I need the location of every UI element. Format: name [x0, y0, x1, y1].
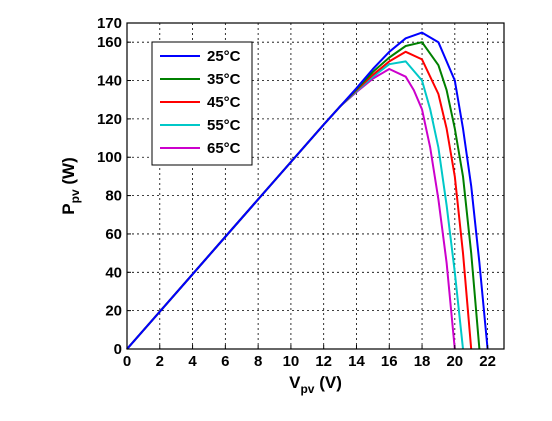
plot-area-frame: [126, 22, 505, 350]
y-tick-label: 80: [105, 188, 122, 205]
legend-box: [151, 41, 253, 166]
y-tick-label: 0: [114, 341, 122, 358]
y-tick-label: 120: [97, 111, 122, 128]
plot-lines: [126, 31, 489, 350]
legend-label: 35°C: [207, 71, 241, 88]
x-tick-label: 12: [315, 353, 332, 370]
y-axis-label-main: P: [59, 203, 78, 214]
x-tick-label: 22: [479, 353, 496, 370]
legend: 25°C 35°C 45°C 55°C 65°C: [151, 41, 253, 166]
axis-ticks: 0 2 4 6 8 10 12 14 16 18 20 22 0 20 40 60 80 100 120 140 160…: [97, 15, 496, 370]
x-tick-label: 16: [381, 353, 398, 370]
legend-label: 45°C: [207, 94, 241, 111]
y-tick-label: 60: [105, 226, 122, 243]
y-tick-label: 170: [97, 15, 122, 32]
y-tick-label: 40: [105, 264, 122, 281]
y-tick-label: 100: [97, 149, 122, 166]
x-axis-label: Vpv (V): [289, 373, 342, 396]
x-axis-label-subscript: pv: [300, 382, 314, 396]
x-tick-label: 0: [123, 353, 131, 370]
x-tick-label: 18: [414, 353, 431, 370]
x-tick-label: 4: [188, 353, 197, 370]
x-tick-label: 2: [156, 353, 164, 370]
y-axis-label-unit: (W): [59, 157, 78, 189]
x-tick-label: 14: [348, 353, 365, 370]
x-axis-label-unit: (V): [314, 373, 341, 392]
legend-label: 55°C: [207, 117, 241, 134]
grid: [127, 23, 504, 349]
x-tick-label: 20: [446, 353, 463, 370]
y-axis-label-subscript: pv: [68, 189, 82, 203]
y-tick-label: 160: [97, 34, 122, 51]
legend-label: 25°C: [207, 48, 241, 65]
x-tick-label: 10: [283, 353, 300, 370]
series-line-25C: [126, 31, 489, 350]
y-tick-label: 140: [97, 73, 122, 90]
x-tick-label: 8: [254, 353, 262, 370]
x-axis-label-main: V: [289, 373, 301, 392]
legend-label: 65°C: [207, 140, 241, 157]
x-tick-label: 6: [221, 353, 229, 370]
y-axis-label: Ppv (W): [59, 157, 82, 214]
y-tick-label: 20: [105, 303, 122, 320]
